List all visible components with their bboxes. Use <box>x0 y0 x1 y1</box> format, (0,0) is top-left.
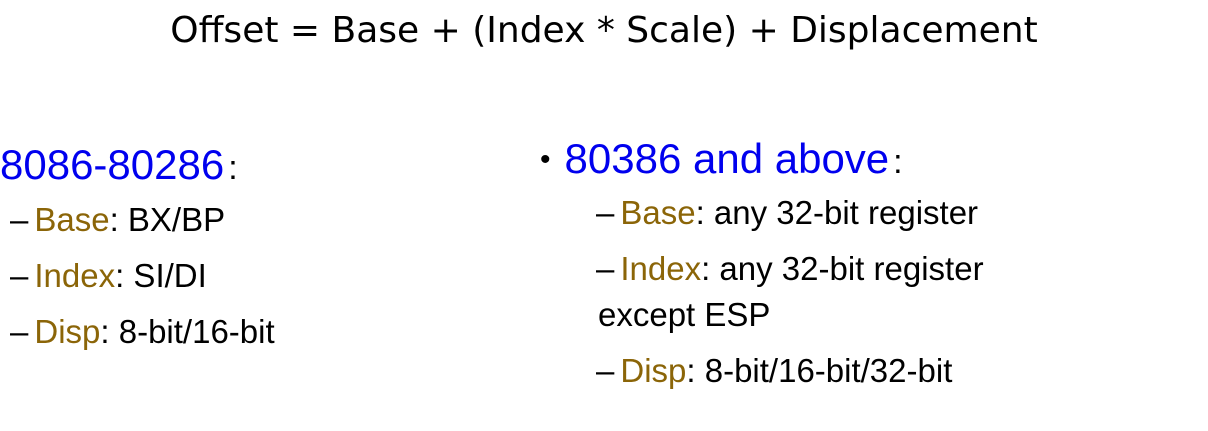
left-heading: 8086-80286: <box>0 136 238 197</box>
dash: – <box>10 257 29 294</box>
right-heading-colon: : <box>893 143 903 181</box>
dash: – <box>596 194 615 231</box>
right-column: • 80386 and above: <box>540 130 903 193</box>
right-item-index-continuation: except ESP <box>598 296 771 333</box>
right-item-base: – Base: any 32-bit register <box>596 190 984 236</box>
right-heading: • 80386 and above: <box>540 130 903 193</box>
item-value: : any 32-bit register <box>701 250 984 287</box>
left-heading-colon: : <box>228 149 238 187</box>
item-key: Base <box>34 201 110 238</box>
item-value: : 8-bit/16-bit/32-bit <box>686 352 953 389</box>
left-items: – Base: BX/BP – Index: SI/DI – Disp: 8-bit/… <box>10 197 275 355</box>
item-key: Disp <box>620 352 687 389</box>
left-column: 8086-80286: <box>0 136 238 197</box>
offset-formula: Offset = Base + (Index * Scale) + Displa… <box>170 10 1038 51</box>
item-value: : BX/BP <box>109 201 226 238</box>
dash: – <box>10 313 29 350</box>
item-value: : SI/DI <box>115 257 207 294</box>
left-item-disp: – Disp: 8-bit/16-bit <box>10 309 275 355</box>
left-item-index: – Index: SI/DI <box>10 253 275 299</box>
bullet-icon: • <box>540 143 551 176</box>
right-heading-text: 80386 and above <box>564 135 890 182</box>
right-item-index: – Index: any 32-bit register <box>596 246 984 292</box>
left-item-base: – Base: BX/BP <box>10 197 275 243</box>
item-key: Base <box>620 194 696 231</box>
item-key: Index <box>34 257 116 294</box>
item-key: Disp <box>34 313 101 350</box>
dash: – <box>596 250 615 287</box>
dash: – <box>10 201 29 238</box>
item-value: : 8-bit/16-bit <box>100 313 275 350</box>
item-value: : any 32-bit register <box>695 194 979 231</box>
right-items: – Base: any 32-bit register – Index: any 3… <box>596 190 984 394</box>
left-heading-text: 8086-80286 <box>0 141 225 188</box>
right-item-disp: – Disp: 8-bit/16-bit/32-bit <box>596 348 984 394</box>
item-key: Index <box>620 250 702 287</box>
dash: – <box>596 352 615 389</box>
